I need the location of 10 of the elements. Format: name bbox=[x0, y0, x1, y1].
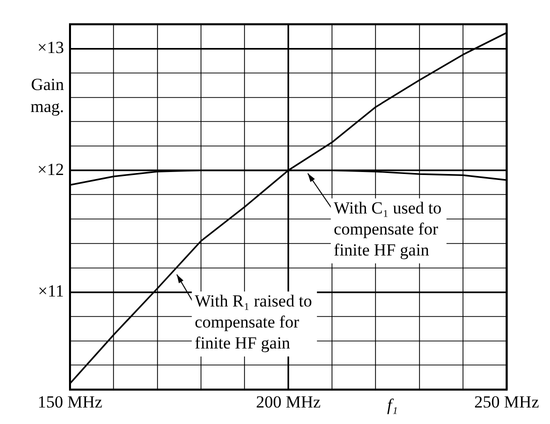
x-tick-label: 150 MHz bbox=[38, 392, 103, 412]
y-axis-title: Gain mag. bbox=[30, 75, 64, 116]
y-tick-label: ×13 bbox=[37, 38, 64, 58]
annotation: With R₁ raised to compensate for finite HF gain bbox=[194, 291, 312, 352]
x-tick-label: 250 MHz bbox=[474, 392, 540, 412]
y-tick-label: ×11 bbox=[38, 282, 64, 301]
y-tick-label: ×12 bbox=[37, 160, 64, 179]
x-tick-label: 200 MHz bbox=[256, 392, 322, 412]
x-axis-title: f₁ bbox=[387, 396, 398, 415]
annotation: With C₁ used to compensate for finite HF gain bbox=[334, 198, 442, 260]
